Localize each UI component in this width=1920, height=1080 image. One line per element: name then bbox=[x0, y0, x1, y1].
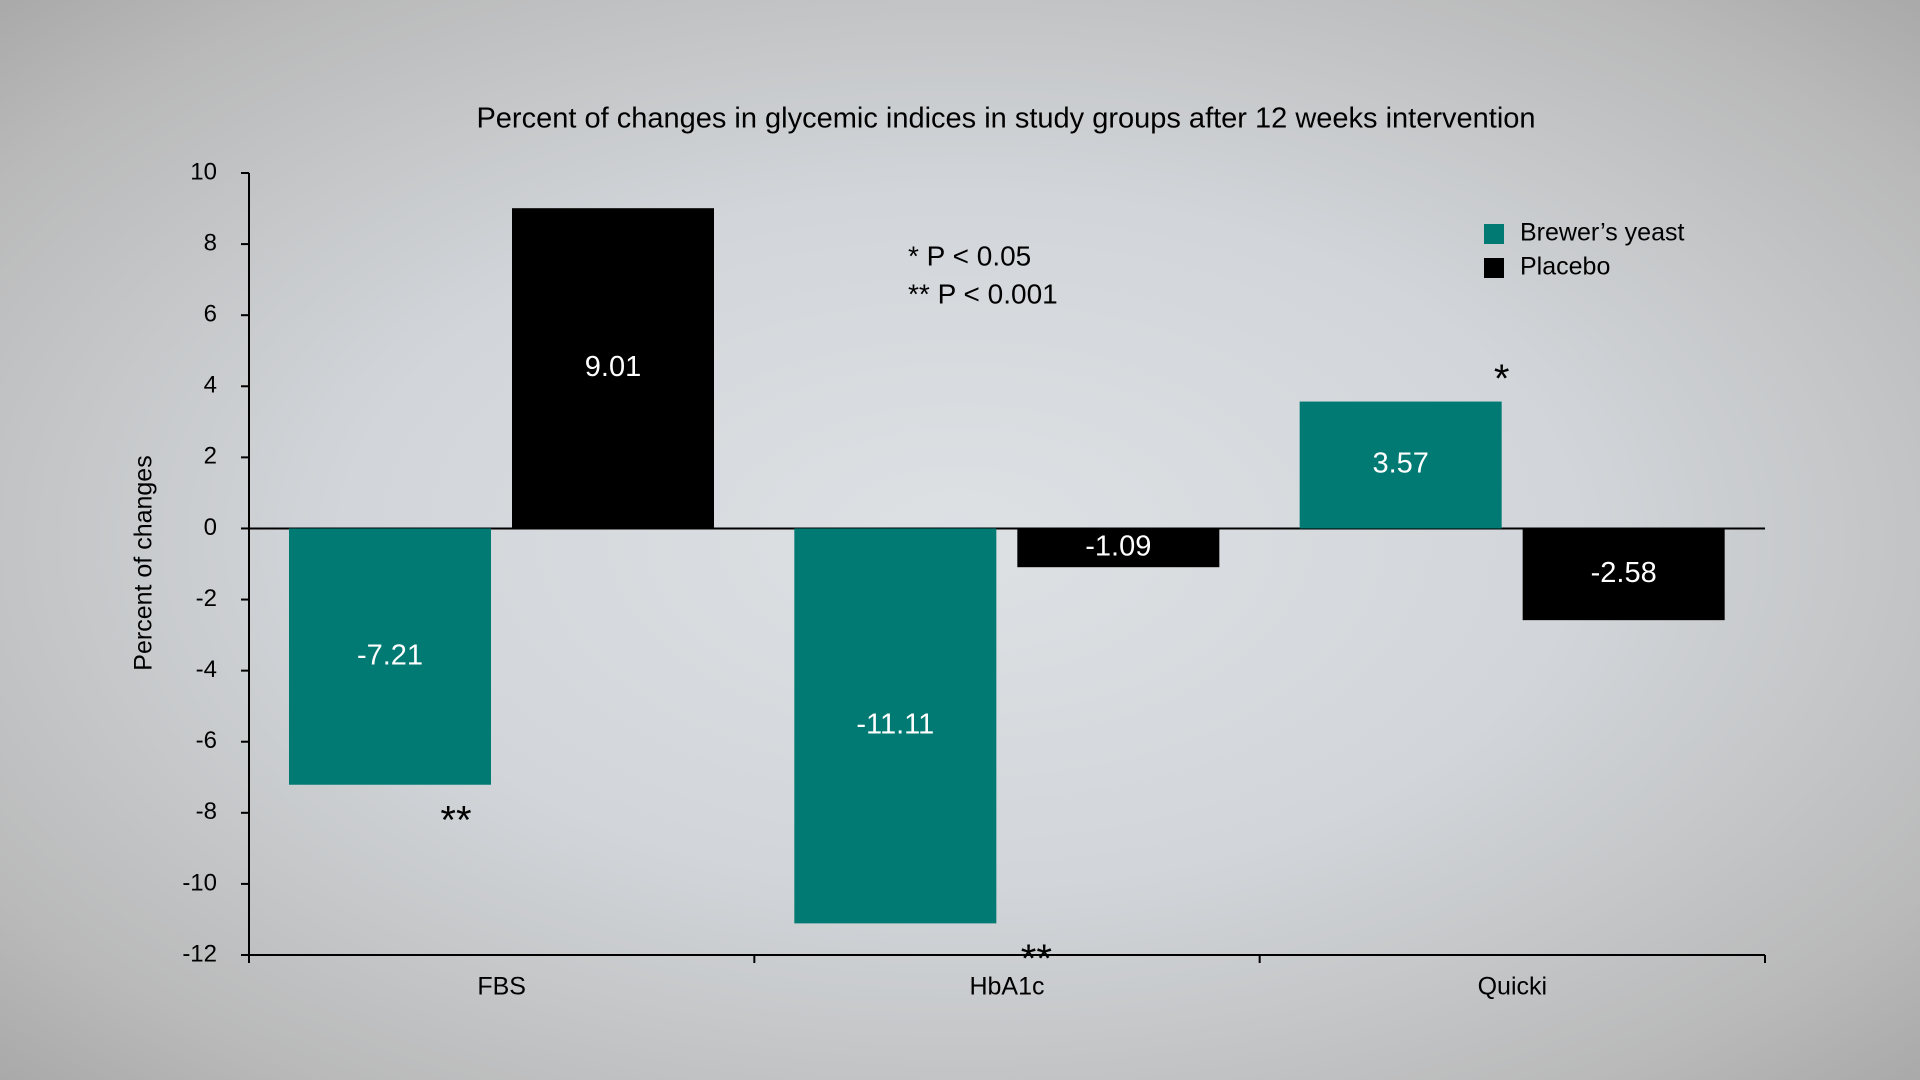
y-tick-label: -4 bbox=[196, 656, 217, 683]
x-tick-label: HbA1c bbox=[969, 973, 1044, 1001]
legend-label: Brewer’s yeast bbox=[1520, 219, 1684, 247]
y-tick-label: 10 bbox=[190, 158, 217, 185]
bar bbox=[1017, 528, 1220, 568]
legend-swatch bbox=[1484, 258, 1504, 278]
value-label: -1.09 bbox=[1085, 530, 1151, 562]
y-tick-label: 8 bbox=[204, 229, 217, 256]
significance-marker: ** bbox=[1021, 937, 1052, 981]
bar bbox=[1522, 528, 1725, 621]
x-tick-label: Quicki bbox=[1478, 973, 1547, 1001]
y-tick-label: -12 bbox=[182, 940, 217, 967]
x-tick-label: FBS bbox=[477, 973, 526, 1001]
y-tick-label: 0 bbox=[204, 514, 217, 541]
bar bbox=[512, 208, 714, 529]
bar bbox=[289, 528, 491, 785]
legend-swatch bbox=[1484, 224, 1504, 244]
value-label: 3.57 bbox=[1372, 448, 1428, 480]
legend-label: Placebo bbox=[1520, 253, 1610, 281]
bar bbox=[1299, 401, 1502, 529]
y-tick-label: 4 bbox=[204, 372, 217, 399]
y-tick-label: -8 bbox=[196, 798, 217, 825]
y-tick-label: 2 bbox=[204, 443, 217, 470]
value-label: -2.58 bbox=[1591, 557, 1657, 589]
bar bbox=[794, 528, 997, 924]
y-tick-label: 6 bbox=[204, 301, 217, 328]
y-tick-label: -2 bbox=[196, 585, 217, 612]
significance-marker: ** bbox=[440, 798, 471, 842]
annotation: ** P < 0.001 bbox=[908, 278, 1058, 309]
y-axis-label: Percent of changes bbox=[130, 455, 158, 670]
y-tick-label: -10 bbox=[182, 869, 217, 896]
y-tick-label: -6 bbox=[196, 727, 217, 754]
value-label: -7.21 bbox=[357, 639, 423, 671]
annotation: * P < 0.05 bbox=[908, 240, 1031, 271]
value-label: 9.01 bbox=[585, 351, 641, 383]
chart-title: Percent of changes in glycemic indices i… bbox=[476, 103, 1535, 135]
value-label: -11.11 bbox=[856, 709, 934, 741]
significance-marker: * bbox=[1494, 357, 1510, 401]
